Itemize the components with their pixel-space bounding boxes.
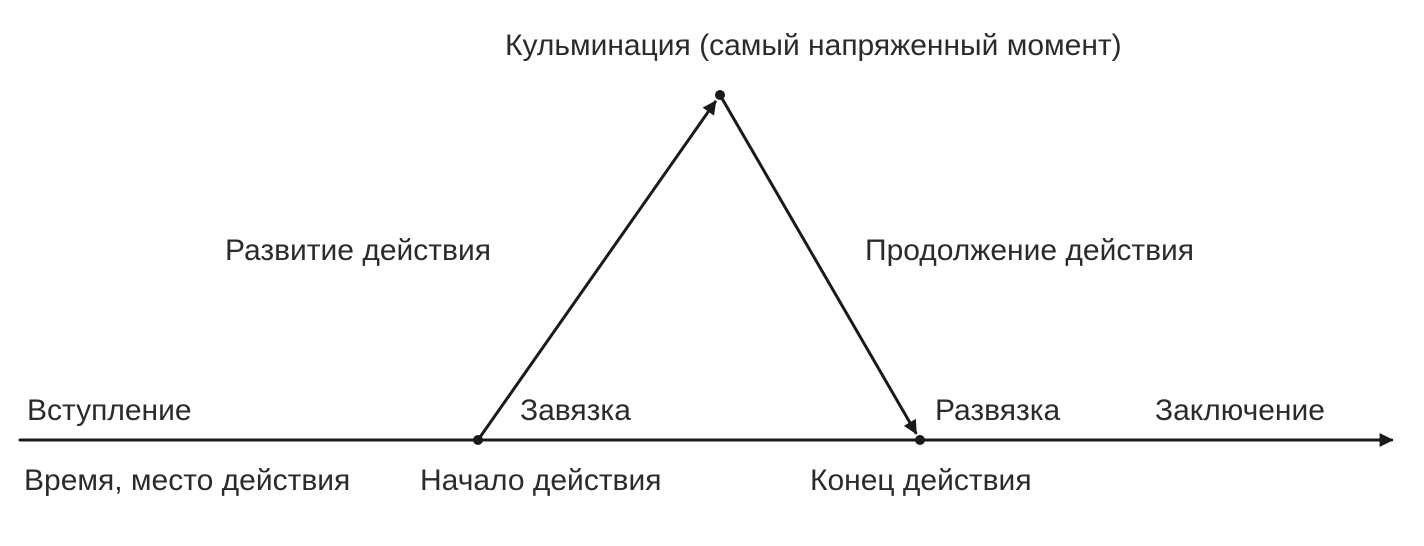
node-resolution: [915, 435, 925, 445]
label-exposition-above: Завязка: [520, 394, 631, 427]
label-rising-action: Развитие действия: [225, 234, 491, 267]
label-climax-title: Кульминация (самый напряженный момент): [505, 29, 1122, 62]
label-conclusion-above: Заключение: [1155, 394, 1325, 427]
node-exposition: [473, 435, 483, 445]
label-falling-action: Продолжение действия: [865, 234, 1194, 267]
label-intro-above: Вступление: [27, 394, 192, 427]
label-intro-below: Время, место действия: [24, 464, 350, 497]
edge-rising-action: [478, 102, 715, 440]
label-resolution-above: Развязка: [935, 394, 1061, 427]
node-climax: [715, 90, 725, 100]
label-resolution-below: Конец действия: [810, 464, 1032, 497]
label-exposition-below: Начало действия: [420, 464, 662, 497]
